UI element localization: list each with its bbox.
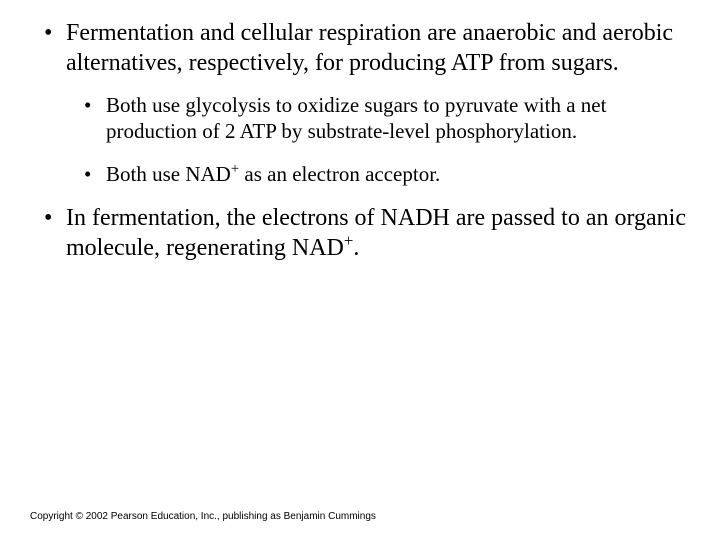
bullet-text: In fermentation, the electrons of NADH a… <box>66 205 686 261</box>
bullet-list-level-1: Fermentation and cellular respiration ar… <box>38 18 690 263</box>
bullet-item: In fermentation, the electrons of NADH a… <box>38 203 690 263</box>
bullet-list-level-2: Both use glycolysis to oxidize sugars to… <box>78 92 690 187</box>
slide-body: Fermentation and cellular respiration ar… <box>0 0 720 263</box>
bullet-text: Both use glycolysis to oxidize sugars to… <box>106 93 606 143</box>
bullet-item: Both use glycolysis to oxidize sugars to… <box>78 92 690 145</box>
bullet-item: Fermentation and cellular respiration ar… <box>38 18 690 187</box>
bullet-text: Both use NAD+ as an electron acceptor. <box>106 162 440 186</box>
bullet-item: Both use NAD+ as an electron acceptor. <box>78 161 690 187</box>
copyright-text: Copyright © 2002 Pearson Education, Inc.… <box>30 511 376 522</box>
bullet-text: Fermentation and cellular respiration ar… <box>66 20 673 76</box>
